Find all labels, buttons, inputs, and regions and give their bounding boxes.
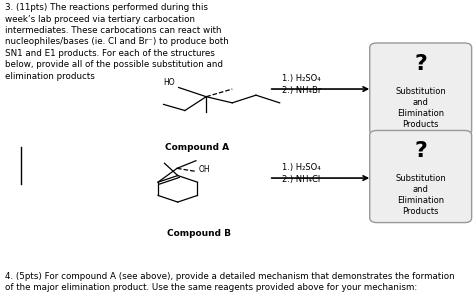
Text: OH: OH — [198, 165, 210, 174]
Text: 4. (5pts) For compound A (see above), provide a detailed mechanism that demonstr: 4. (5pts) For compound A (see above), pr… — [5, 272, 455, 292]
Text: ?: ? — [414, 54, 427, 74]
Text: 1.) H₂SO₄
2.) NH₄Br: 1.) H₂SO₄ 2.) NH₄Br — [282, 74, 321, 95]
Text: Substitution
and
Elimination
Products: Substitution and Elimination Products — [395, 174, 446, 216]
FancyBboxPatch shape — [370, 130, 472, 223]
Text: 1.) H₂SO₄
2.) NH₄Cl: 1.) H₂SO₄ 2.) NH₄Cl — [282, 163, 321, 184]
Text: Compound A: Compound A — [164, 143, 229, 152]
FancyBboxPatch shape — [370, 43, 472, 135]
Text: Substitution
and
Elimination
Products: Substitution and Elimination Products — [395, 87, 446, 129]
Text: Compound B: Compound B — [167, 229, 231, 238]
Text: ?: ? — [414, 141, 427, 161]
Text: HO: HO — [164, 78, 175, 87]
Text: 3. (11pts) The reactions performed during this
week’s lab proceed via tertiary c: 3. (11pts) The reactions performed durin… — [5, 3, 228, 81]
